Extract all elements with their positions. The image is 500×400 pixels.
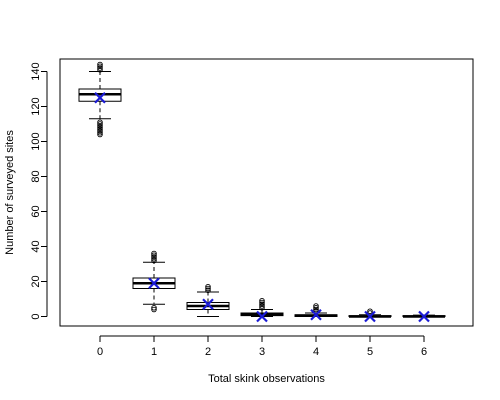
outlier-point (259, 305, 265, 311)
y-tick-label-80: 80 (30, 170, 42, 182)
x-tick-label-3: 3 (259, 346, 265, 358)
y-axis-title: Number of surveyed sites (4, 130, 16, 255)
mean-marker (364, 310, 376, 323)
outlier-point (151, 254, 157, 260)
mean-marker (256, 310, 268, 323)
box-0 (78, 61, 122, 138)
outlier-point (259, 301, 265, 308)
y-tick-label-0: 0 (30, 313, 42, 319)
outlier-point (151, 257, 157, 264)
outlier-point (97, 129, 103, 136)
box-5 (348, 308, 392, 323)
outlier-point (151, 306, 157, 313)
mean-marker (310, 308, 322, 321)
y-tick-label-20: 20 (30, 275, 42, 287)
outlier-point (97, 66, 103, 73)
outlier-point (313, 306, 319, 313)
plot-frame (59, 58, 474, 327)
outlier-point (151, 256, 157, 262)
box-series (78, 61, 446, 323)
box-1 (132, 250, 176, 313)
outlier-point (259, 303, 265, 309)
outlier-point (97, 121, 103, 127)
mean-marker-stroke (364, 310, 376, 323)
x-axis-title: Total skink observations (208, 373, 325, 385)
x-tick-label-0: 0 (97, 346, 103, 358)
outlier-point (97, 119, 103, 125)
outlier-point (313, 303, 319, 309)
x-tick-label-5: 5 (367, 346, 373, 358)
outlier-point (97, 61, 103, 68)
box-3 (240, 298, 284, 323)
mean-marker-stroke (310, 308, 322, 321)
outlier-point (97, 126, 103, 132)
box-2 (186, 284, 230, 317)
mean-marker-stroke (148, 277, 160, 290)
x-tick-label-6: 6 (421, 346, 427, 358)
y-tick-label-100: 100 (30, 132, 42, 150)
mean-marker (148, 277, 160, 290)
y-axis: 0 20 40 60 80 100 120 140 (30, 62, 48, 320)
outlier-point (259, 298, 265, 304)
outlier-point (367, 308, 373, 315)
outlier-point (313, 305, 319, 311)
box-6 (402, 310, 446, 323)
y-tick-label-120: 120 (30, 97, 42, 115)
outlier-point (151, 252, 157, 258)
outlier-point (97, 65, 103, 71)
outlier-point (97, 131, 103, 138)
mean-marker (202, 298, 214, 311)
outlier-point (205, 285, 211, 292)
outlier-point (205, 284, 211, 290)
mean-marker (94, 91, 106, 104)
mean-marker-stroke (256, 310, 268, 323)
outlier-point (97, 124, 103, 131)
y-tick-label-60: 60 (30, 205, 42, 217)
mean-marker-stroke (202, 298, 214, 311)
outlier-point (97, 122, 103, 129)
x-tick-label-1: 1 (151, 346, 157, 358)
mean-marker-stroke (418, 310, 430, 323)
mean-marker-stroke (94, 91, 106, 104)
mean-marker (418, 310, 430, 323)
outlier-point (259, 299, 265, 306)
outlier-point (97, 128, 103, 134)
outlier-point (151, 305, 157, 311)
outlier-point (151, 250, 157, 257)
outlier-point (97, 63, 103, 70)
x-axis: 0 1 2 3 4 5 6 (97, 335, 427, 358)
y-tick-label-40: 40 (30, 240, 42, 252)
box-4 (294, 303, 338, 321)
outlier-point (205, 287, 211, 294)
x-tick-label-4: 4 (313, 346, 319, 358)
x-tick-label-2: 2 (205, 346, 211, 358)
y-tick-label-140: 140 (30, 62, 42, 80)
